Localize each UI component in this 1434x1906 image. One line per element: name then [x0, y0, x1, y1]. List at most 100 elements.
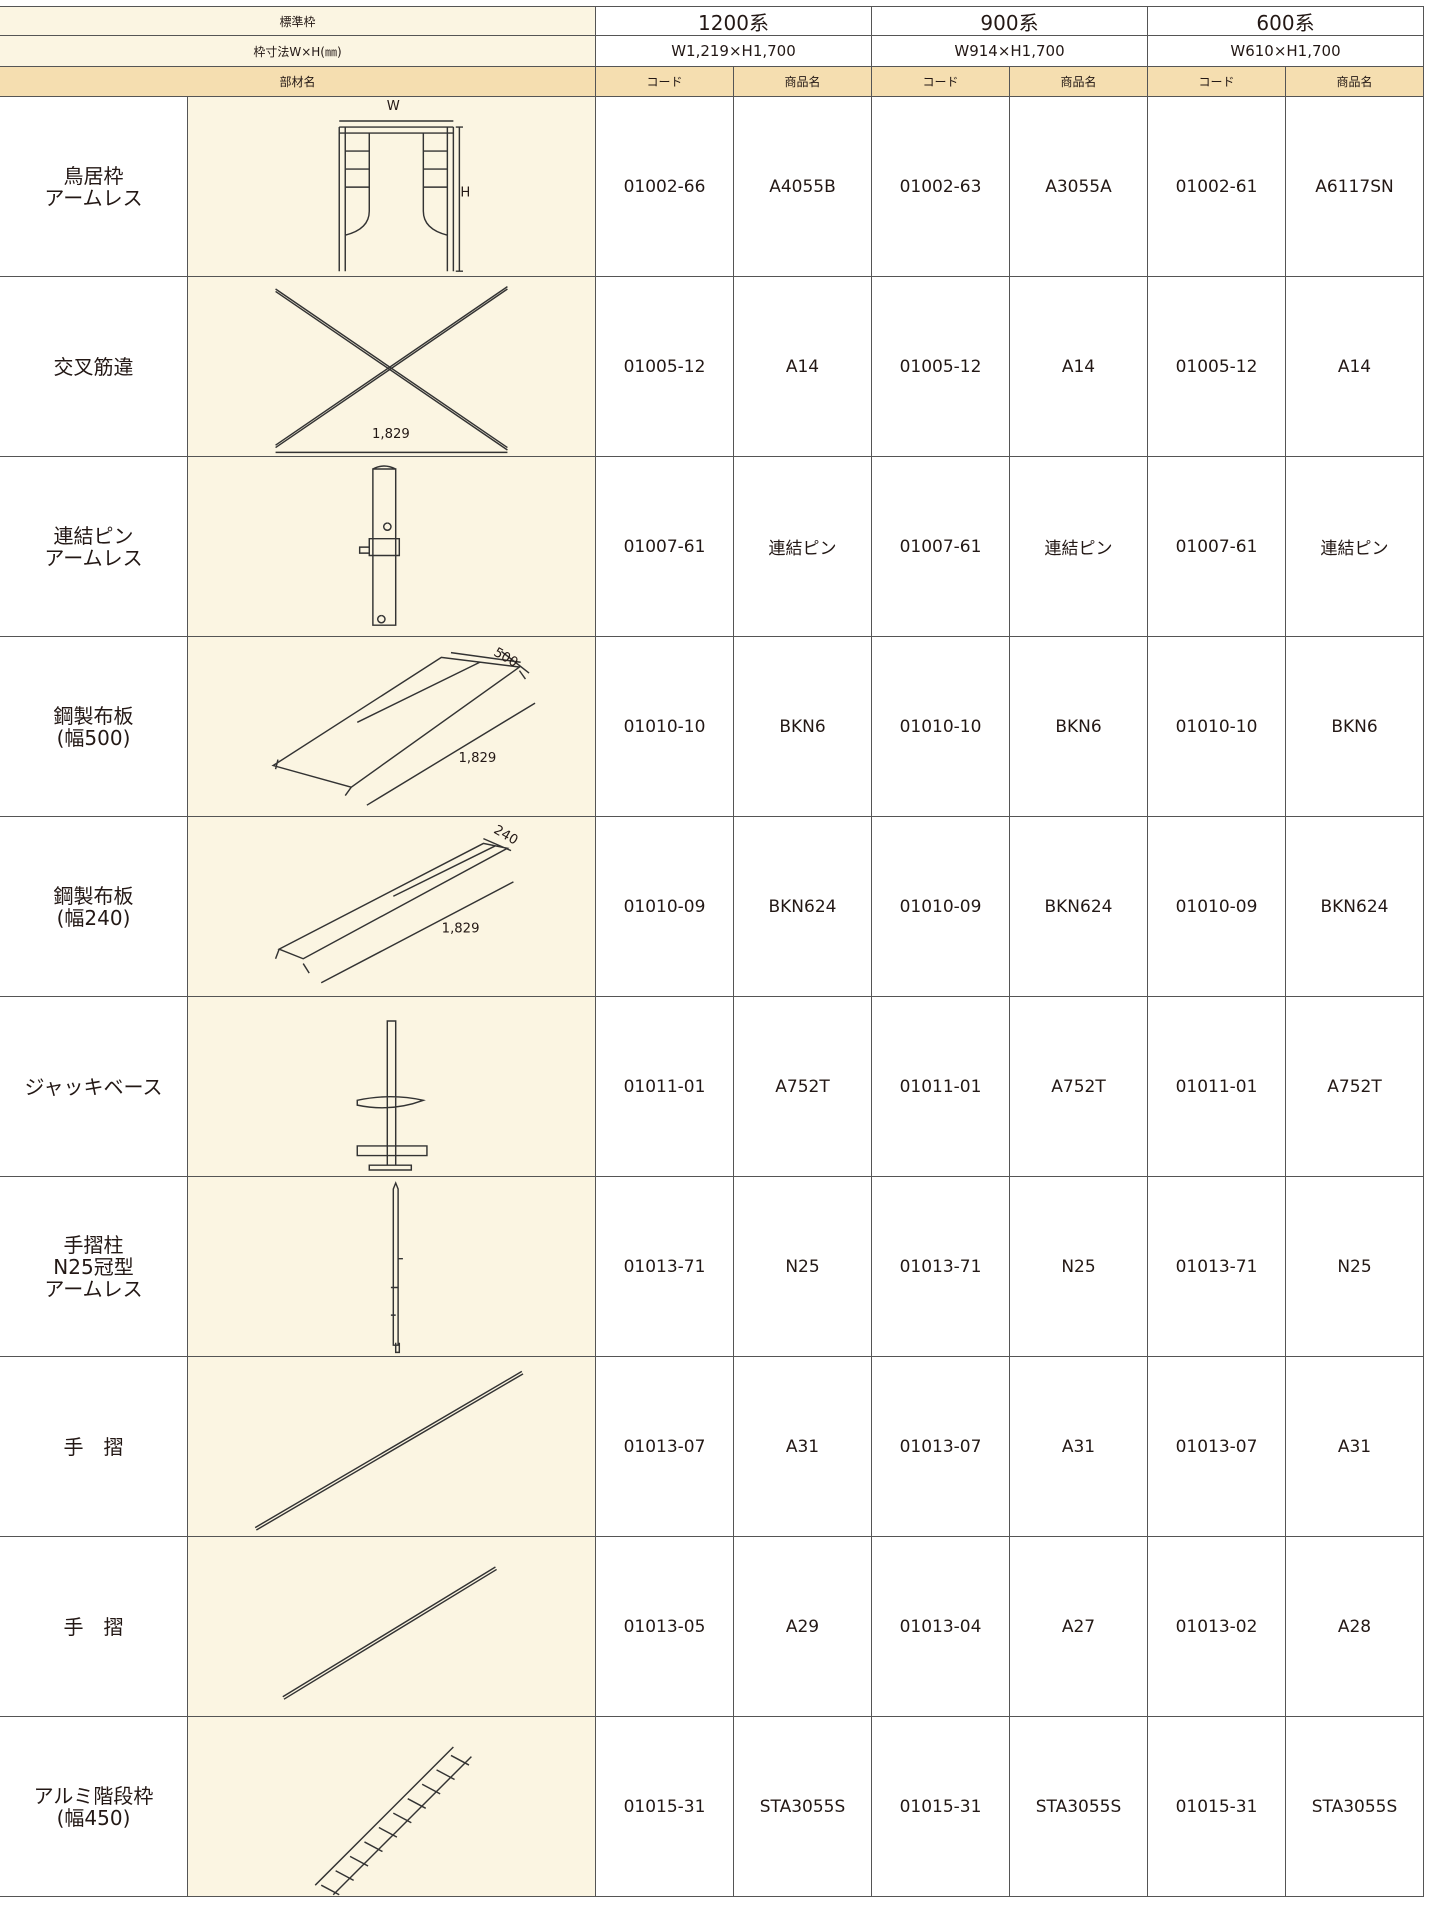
dimension-label: H — [460, 186, 470, 201]
drawing: 1,829 — [275, 286, 508, 454]
dimension-label: W — [387, 99, 400, 114]
dimension-label: 1,829 — [372, 427, 410, 442]
code: 01013-04 — [872, 1537, 1010, 1717]
product-name: A29 — [734, 1537, 872, 1717]
part-name: アルミ階段枠 (幅450) — [0, 1717, 188, 1897]
drawing: WH — [338, 99, 470, 272]
drawing — [390, 1181, 403, 1354]
code: 01005-12 — [872, 277, 1010, 457]
part-drawing — [188, 1537, 596, 1717]
part-drawing — [188, 1717, 596, 1897]
code: 01015-31 — [1148, 1717, 1286, 1897]
product-name: A6117SN — [1286, 97, 1424, 277]
code: 01013-07 — [1148, 1357, 1286, 1537]
code: 01013-71 — [872, 1177, 1010, 1357]
product-name: A31 — [1286, 1357, 1424, 1537]
product-name: BKN624 — [1286, 817, 1424, 997]
product-name: BKN6 — [734, 637, 872, 817]
product-name: A14 — [734, 277, 872, 457]
part-drawing: 240 1,829 — [188, 817, 596, 997]
part-drawing: 500 1,829 — [188, 637, 596, 817]
dimension-label: 1,829 — [458, 751, 496, 766]
drawing — [254, 1370, 524, 1531]
product-name: A27 — [1010, 1537, 1148, 1717]
code: 01013-05 — [596, 1537, 734, 1717]
drawing — [314, 1746, 472, 1896]
drawing — [282, 1566, 497, 1700]
group-size: W1,219×H1,700 — [596, 36, 872, 67]
product-name: A752T — [1286, 997, 1424, 1177]
product-name: N25 — [734, 1177, 872, 1357]
drawing — [356, 1020, 428, 1171]
code: 01005-12 — [596, 277, 734, 457]
code: 01013-71 — [596, 1177, 734, 1357]
part-name: 手摺柱 N25冠型 アームレス — [0, 1177, 188, 1357]
product-header: 商品名 — [1286, 67, 1424, 97]
code: 01010-09 — [1148, 817, 1286, 997]
code: 01013-02 — [1148, 1537, 1286, 1717]
code: 01010-09 — [596, 817, 734, 997]
part-name: 鋼製布板 (幅240) — [0, 817, 188, 997]
part-drawing — [188, 997, 596, 1177]
code: 01011-01 — [596, 997, 734, 1177]
code: 01007-61 — [596, 457, 734, 637]
code: 01010-10 — [1148, 637, 1286, 817]
group-size: W914×H1,700 — [872, 36, 1148, 67]
product-name: BKN6 — [1286, 637, 1424, 817]
dimension-label: 1,829 — [442, 921, 480, 936]
product-name: A752T — [1010, 997, 1148, 1177]
product-name: BKN624 — [1010, 817, 1148, 997]
part-name: 交叉筋違 — [0, 277, 188, 457]
product-name: STA3055S — [734, 1717, 872, 1897]
product-name: A3055A — [1010, 97, 1148, 277]
code-header: コード — [596, 67, 734, 97]
group-size: W610×H1,700 — [1148, 36, 1424, 67]
part-drawing — [188, 1177, 596, 1357]
product-name: 連結ピン — [1286, 457, 1424, 637]
code: 01007-61 — [1148, 457, 1286, 637]
product-header: 商品名 — [734, 67, 872, 97]
drawing — [358, 465, 401, 626]
part-name: 鳥居枠 アームレス — [0, 97, 188, 277]
product-header: 商品名 — [1010, 67, 1148, 97]
code: 01002-63 — [872, 97, 1010, 277]
code: 01015-31 — [596, 1717, 734, 1897]
code: 01010-10 — [872, 637, 1010, 817]
group-name: 900系 — [872, 6, 1148, 36]
code: 01002-61 — [1148, 97, 1286, 277]
product-name: 連結ピン — [1010, 457, 1148, 637]
code: 01011-01 — [1148, 997, 1286, 1177]
code: 01013-07 — [872, 1357, 1010, 1537]
part-name: 手 摺 — [0, 1357, 188, 1537]
code: 01013-07 — [596, 1357, 734, 1537]
code-header: コード — [1148, 67, 1286, 97]
code: 01007-61 — [872, 457, 1010, 637]
part-name: 手 摺 — [0, 1537, 188, 1717]
header-label: 枠寸法W×H(㎜) — [0, 36, 596, 67]
header-label: 標準枠 — [0, 6, 596, 36]
code: 01010-09 — [872, 817, 1010, 997]
group-name: 600系 — [1148, 6, 1424, 36]
product-name: A752T — [734, 997, 872, 1177]
part-drawing — [188, 457, 596, 637]
code: 01010-10 — [596, 637, 734, 817]
code: 01002-66 — [596, 97, 734, 277]
product-name: N25 — [1010, 1177, 1148, 1357]
product-name: A28 — [1286, 1537, 1424, 1717]
product-name: A31 — [734, 1357, 872, 1537]
product-name: STA3055S — [1010, 1717, 1148, 1897]
product-name: A31 — [1010, 1357, 1148, 1537]
product-name: STA3055S — [1286, 1717, 1424, 1897]
part-drawing — [188, 1357, 596, 1537]
code: 01005-12 — [1148, 277, 1286, 457]
code: 01015-31 — [872, 1717, 1010, 1897]
product-name: 連結ピン — [734, 457, 872, 637]
part-name: ジャッキベース — [0, 997, 188, 1177]
code: 01011-01 — [872, 997, 1010, 1177]
product-name: A14 — [1010, 277, 1148, 457]
product-name: A4055B — [734, 97, 872, 277]
